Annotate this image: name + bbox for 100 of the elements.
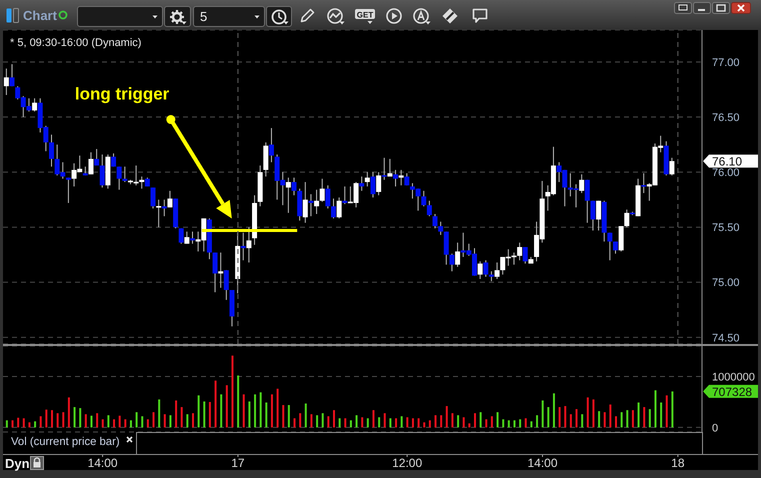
candlestick: [320, 178, 325, 202]
y-tick-label: 77.00: [712, 56, 740, 69]
bar: [158, 399, 160, 428]
y-tick-label: 1000000: [712, 371, 755, 384]
bar: [604, 412, 606, 428]
bar: [304, 404, 307, 428]
bar: [586, 397, 589, 428]
candlestick: [398, 169, 404, 186]
bar: [519, 419, 522, 428]
candlestick: [190, 231, 195, 244]
bar: [576, 409, 578, 428]
y-tick-label: 75.00: [712, 277, 740, 290]
bar: [164, 414, 166, 428]
bar: [598, 411, 600, 428]
bar: [570, 414, 572, 428]
x-tick-label: 14:00: [88, 456, 118, 470]
x-tick-label: 14:00: [527, 456, 558, 470]
candlestick: [421, 190, 426, 207]
bar: [434, 415, 437, 428]
candlestick: [590, 200, 596, 232]
candlestick: [359, 176, 364, 192]
bar: [198, 395, 200, 428]
bar: [265, 402, 268, 428]
candlestick: [432, 213, 438, 229]
candlestick: [669, 157, 674, 176]
bar: [254, 394, 256, 428]
bar: [480, 412, 482, 428]
bar: [146, 419, 149, 428]
bar: [648, 409, 651, 428]
bar: [446, 406, 448, 428]
candlestick: [167, 190, 172, 208]
candlestick: [393, 169, 398, 187]
text: 707328: [712, 384, 752, 399]
candlestick: [641, 172, 646, 194]
bar: [96, 413, 98, 428]
bar: [294, 418, 296, 428]
bar: [552, 393, 555, 428]
candlestick: [449, 253, 454, 272]
candlestick: [150, 187, 156, 209]
bar: [12, 420, 14, 428]
bar: [440, 415, 442, 428]
bar: [6, 420, 8, 428]
bar: [333, 410, 335, 428]
bar: [237, 376, 240, 428]
x-tick-label: 18: [671, 456, 685, 470]
bar: [666, 395, 668, 428]
candlestick: [286, 177, 291, 214]
candlestick: [364, 172, 370, 187]
bar: [513, 420, 516, 428]
bar: [214, 380, 217, 428]
bar: [62, 412, 64, 428]
candlestick: [212, 252, 218, 293]
bar: [79, 408, 82, 428]
candlestick: [314, 189, 320, 214]
bar: [344, 418, 346, 428]
candlestick: [302, 182, 308, 224]
candlestick: [240, 232, 246, 261]
bar: [542, 400, 544, 428]
candlestick: [139, 176, 144, 190]
candlestick: [438, 221, 444, 236]
text: 5: [200, 9, 208, 24]
bar: [40, 416, 42, 428]
candlestick: [579, 174, 584, 194]
bar: [638, 402, 640, 428]
bar: [84, 414, 87, 428]
candlestick: [336, 196, 342, 219]
bar: [558, 407, 561, 428]
candlestick: [162, 199, 167, 217]
bar: [389, 418, 392, 428]
x-tick-label: 12:00: [392, 456, 422, 470]
bar: [372, 410, 374, 428]
candlestick: [10, 64, 15, 87]
bar: [118, 416, 121, 428]
bar: [490, 416, 493, 428]
candlestick: [607, 232, 612, 261]
y-tick-label: 0: [712, 422, 718, 434]
candlestick: [4, 68, 9, 96]
bar: [418, 418, 420, 428]
bar: [17, 418, 20, 428]
bar: [28, 422, 30, 428]
y-tick-label: 74.50: [712, 332, 740, 344]
text: * 5, 09:30-16:00 (Dynamic): [10, 37, 142, 49]
candlestick: [342, 186, 348, 205]
bar: [496, 412, 499, 428]
candlestick: [100, 154, 105, 188]
candlestick: [122, 166, 128, 183]
bar: [536, 415, 538, 428]
bar: [609, 404, 612, 428]
candlestick: [382, 157, 387, 180]
ref-line-label: long trigger: [74, 84, 170, 104]
bar: [270, 394, 273, 428]
bar: [462, 417, 465, 428]
bar: [203, 401, 206, 428]
candlestick: [494, 262, 500, 280]
candlestick: [522, 246, 528, 264]
bar: [423, 422, 426, 428]
bar: [356, 415, 358, 428]
bar: [90, 416, 92, 428]
bar: [428, 420, 431, 428]
bar: [68, 397, 70, 428]
